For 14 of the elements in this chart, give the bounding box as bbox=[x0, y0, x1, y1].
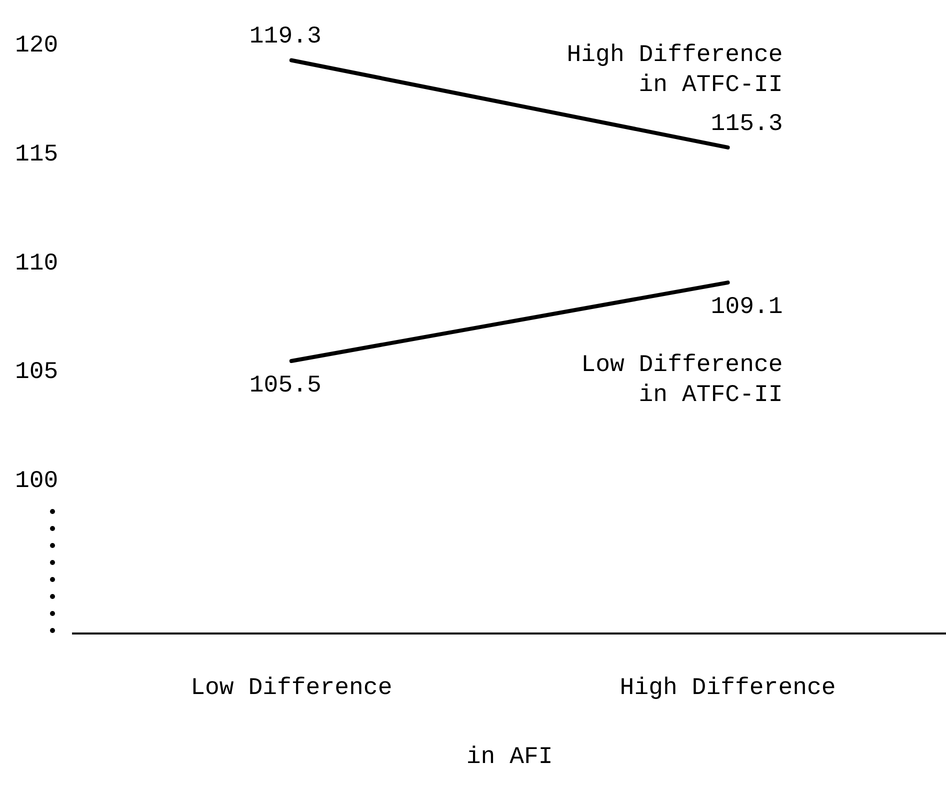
x-tick-label: Low Difference bbox=[190, 675, 392, 702]
y-tick-label: 115 bbox=[14, 141, 58, 168]
series-label: High Difference in ATFC-II bbox=[566, 42, 783, 99]
y-tick-label: 110 bbox=[14, 250, 58, 278]
data-label: 119.3 bbox=[249, 24, 322, 51]
data-label: 115.3 bbox=[710, 110, 783, 138]
x-tick-label: High Difference bbox=[620, 675, 836, 702]
y-tick-label: 100 bbox=[14, 468, 58, 496]
x-axis-title: in AFI bbox=[466, 744, 553, 771]
data-label: 109.1 bbox=[710, 294, 783, 321]
data-label: 105.5 bbox=[249, 372, 322, 400]
y-tick-label: 120 bbox=[14, 32, 58, 60]
series-label: Low Difference in ATFC-II bbox=[581, 352, 783, 409]
y-tick-label: 105 bbox=[14, 359, 58, 386]
